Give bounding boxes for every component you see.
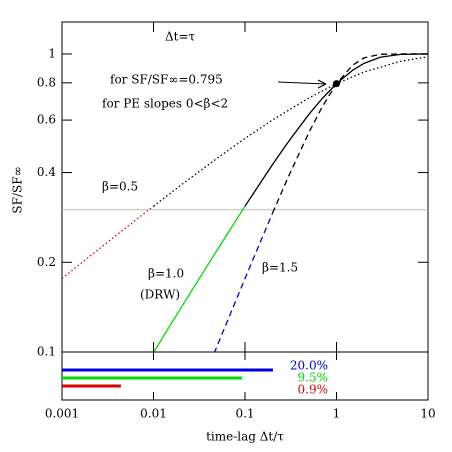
- arrow: [277, 81, 327, 85]
- x-tick-label: 0.01: [140, 407, 167, 421]
- bar-label: 9.5%: [298, 371, 329, 385]
- x-tick-label: 0.001: [45, 407, 79, 421]
- bar-label: 0.9%: [298, 383, 329, 397]
- y-tick-label: 0.1: [37, 345, 56, 359]
- bar-label: 20.0%: [290, 359, 328, 373]
- bar: [62, 376, 243, 380]
- curve: [62, 205, 154, 280]
- curve: [152, 205, 246, 352]
- x-tick-label: 0.1: [235, 407, 254, 421]
- bar: [62, 384, 121, 388]
- curve: [244, 53, 428, 207]
- y-tick-label: 0.8: [37, 75, 56, 89]
- bar: [62, 368, 273, 372]
- x-tick-label: 10: [420, 407, 435, 421]
- curve: [213, 212, 274, 352]
- y-tick-label: 0.2: [37, 255, 56, 269]
- y-tick-label: 0.6: [37, 113, 56, 127]
- annotation: for PE slopes 0<β<2: [102, 97, 228, 111]
- y-tick-label: 1: [48, 46, 56, 60]
- y-axis-label: SF/SF∞: [11, 166, 25, 213]
- y-tick-label: 0.4: [37, 165, 56, 179]
- curve: [153, 56, 428, 207]
- curve-note: (DRW): [140, 288, 180, 302]
- curve-label: β=0.5: [102, 180, 138, 194]
- x-axis-label: time-lag Δt/τ: [206, 430, 284, 444]
- point-marker: [333, 80, 340, 88]
- curve: [271, 53, 428, 214]
- annotation: for SF/SF∞=0.795: [110, 73, 223, 87]
- curve-label: β=1.0: [148, 267, 184, 281]
- arrow-head: [317, 79, 327, 89]
- x-tick-label: 1: [333, 407, 341, 421]
- annotation: Δt=τ: [165, 30, 196, 44]
- curve-label: β=1.5: [262, 261, 298, 275]
